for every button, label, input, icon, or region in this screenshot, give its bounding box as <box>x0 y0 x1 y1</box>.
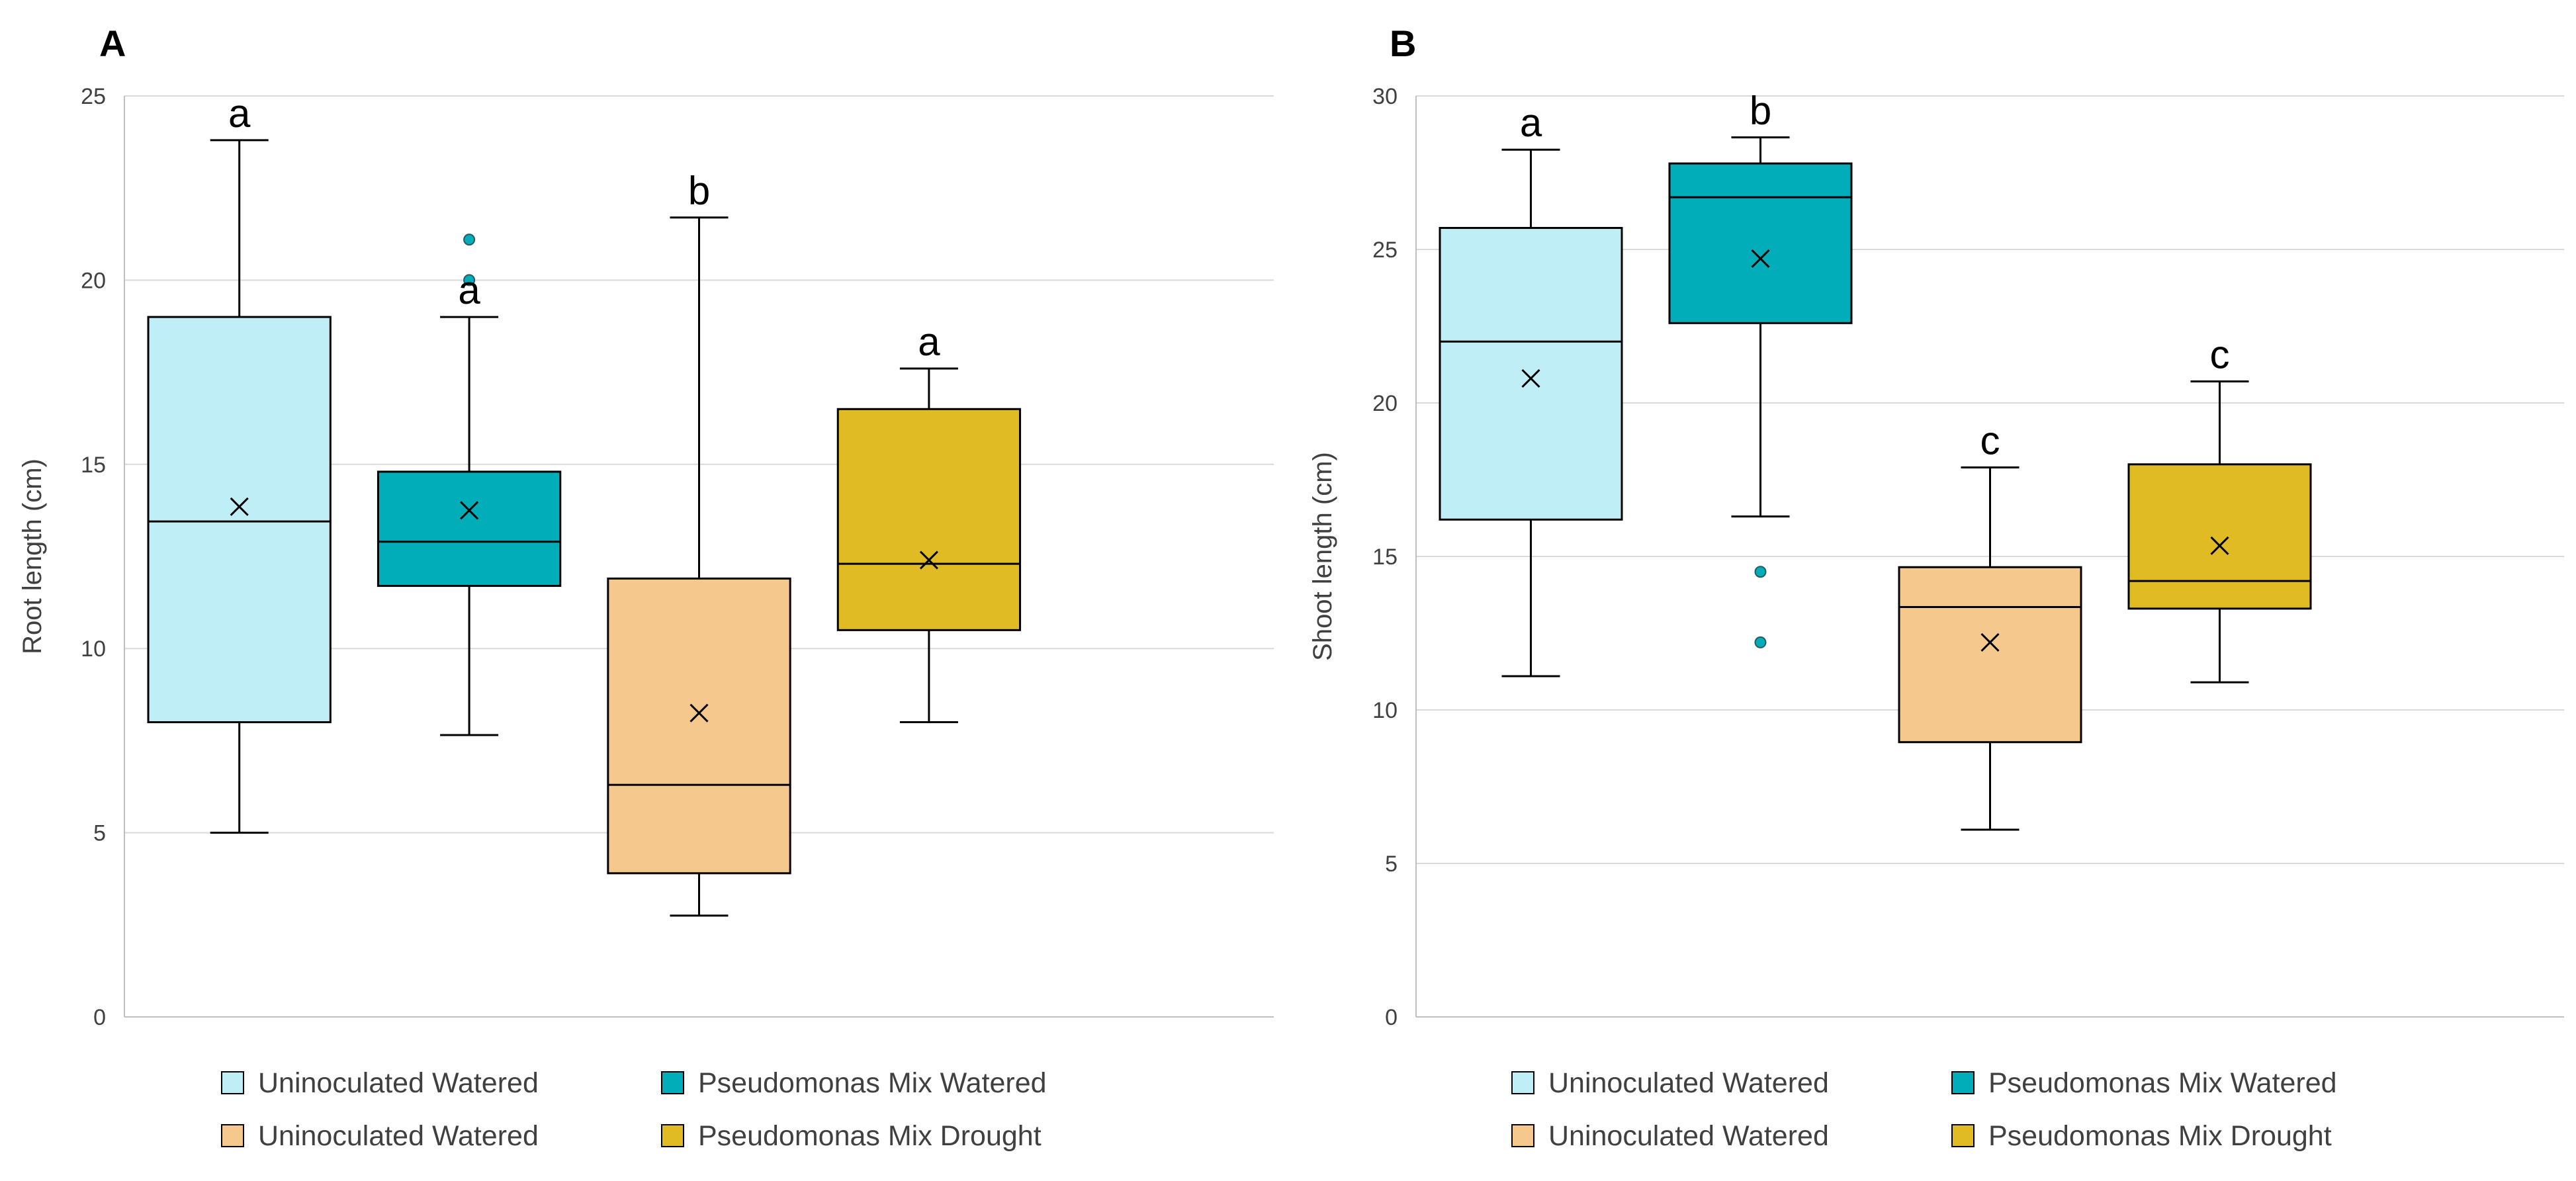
y-tick-label: 20 <box>1372 391 1398 416</box>
significance-letter: b <box>688 169 710 213</box>
box <box>836 408 1022 631</box>
mean-marker <box>1980 633 2000 652</box>
legend-item: Pseudomonas Mix Drought <box>661 1120 1042 1152</box>
box-group: a <box>147 91 332 834</box>
legend-swatch <box>661 1071 684 1094</box>
legend-label: Pseudomonas Mix Watered <box>698 1067 1047 1099</box>
legend-swatch <box>1951 1124 1975 1147</box>
significance-letter: a <box>1520 101 1542 145</box>
legend-item: Uninoculated Watered <box>1511 1120 1829 1152</box>
legend-item: Uninoculated Watered <box>1511 1067 1829 1099</box>
legend-label: Uninoculated Watered <box>258 1120 539 1152</box>
box-group: b <box>607 169 791 917</box>
panel-label: A <box>99 22 126 64</box>
legend-label: Uninoculated Watered <box>1548 1120 1829 1152</box>
significance-letter: c <box>1980 418 2000 462</box>
significance-letter: a <box>918 320 940 364</box>
chart-panel-b: B 0 5 10 15 20 25 30 Shoot length (cm) a b c c Uninoc… <box>1308 22 2564 1152</box>
legend-swatch <box>221 1071 244 1094</box>
y-tick-label: 5 <box>93 821 106 846</box>
y-tick-label: 0 <box>1385 1005 1398 1030</box>
y-axis-label: Root length (cm) <box>18 459 47 654</box>
mean-marker <box>1751 249 1770 268</box>
legend-label: Pseudomonas Mix Drought <box>698 1120 1042 1152</box>
significance-letter: c <box>2210 333 2230 377</box>
legend-swatch <box>221 1124 244 1147</box>
legend: Uninoculated Watered Pseudomonas Mix Wate… <box>1511 1067 2337 1152</box>
outlier-point <box>463 234 476 246</box>
y-tick-label: 10 <box>81 636 106 662</box>
legend-label: Pseudomonas Mix Watered <box>1988 1067 2337 1099</box>
outlier-point <box>1754 636 1767 648</box>
y-tick-label: 0 <box>93 1005 106 1030</box>
legend-item: Pseudomonas Mix Watered <box>661 1067 1047 1099</box>
panel-label: B <box>1390 22 1416 64</box>
legend-label: Uninoculated Watered <box>258 1067 539 1099</box>
legend-swatch <box>1951 1071 1975 1094</box>
box <box>1898 566 2082 744</box>
legend: Uninoculated Watered Pseudomonas Mix Wate… <box>221 1067 1047 1152</box>
outlier-point <box>1754 566 1767 578</box>
mean-marker <box>230 497 249 516</box>
box-group: c <box>1898 418 2082 831</box>
significance-letter: b <box>1750 89 1771 133</box>
legend-item: Uninoculated Watered <box>221 1120 539 1152</box>
box <box>377 470 562 588</box>
box <box>607 577 791 875</box>
mean-marker <box>2210 536 2229 555</box>
box-group: b <box>1668 89 1853 648</box>
mean-marker <box>919 550 938 570</box>
y-tick-label: 15 <box>81 453 106 478</box>
box <box>1668 162 1853 324</box>
y-tick-label: 15 <box>1372 545 1398 570</box>
y-tick-label: 30 <box>1372 84 1398 109</box>
box-group: a <box>836 320 1022 724</box>
box-group: a <box>1439 101 1623 678</box>
legend-swatch <box>661 1124 684 1147</box>
legend-label: Pseudomonas Mix Drought <box>1988 1120 2332 1152</box>
box <box>1439 227 1623 521</box>
mean-marker <box>460 501 479 520</box>
box-group: a <box>377 234 562 736</box>
y-tick-label: 20 <box>81 268 106 293</box>
chart-panel-a: A 0 5 10 15 20 25 Root length (cm) a a b a Uninocula… <box>18 22 1274 1152</box>
y-tick-label: 25 <box>81 84 106 109</box>
legend-item: Pseudomonas Mix Watered <box>1951 1067 2337 1099</box>
box <box>147 316 332 724</box>
significance-letter: a <box>458 268 480 312</box>
y-axis-label: Shoot length (cm) <box>1308 452 1337 661</box>
outlier-point <box>463 274 476 286</box>
legend-swatch <box>1511 1071 1534 1094</box>
box <box>2127 463 2312 610</box>
y-tick-label: 10 <box>1372 698 1398 723</box>
legend-label: Uninoculated Watered <box>1548 1067 1829 1099</box>
mean-marker <box>1521 369 1540 388</box>
legend-item: Uninoculated Watered <box>221 1067 539 1099</box>
box-group: c <box>2127 333 2312 683</box>
y-tick-label: 5 <box>1385 852 1398 877</box>
legend-item: Pseudomonas Mix Drought <box>1951 1120 2332 1152</box>
mean-marker <box>689 703 709 722</box>
y-tick-label: 25 <box>1372 238 1398 263</box>
significance-letter: a <box>228 91 251 136</box>
legend-swatch <box>1511 1124 1534 1147</box>
